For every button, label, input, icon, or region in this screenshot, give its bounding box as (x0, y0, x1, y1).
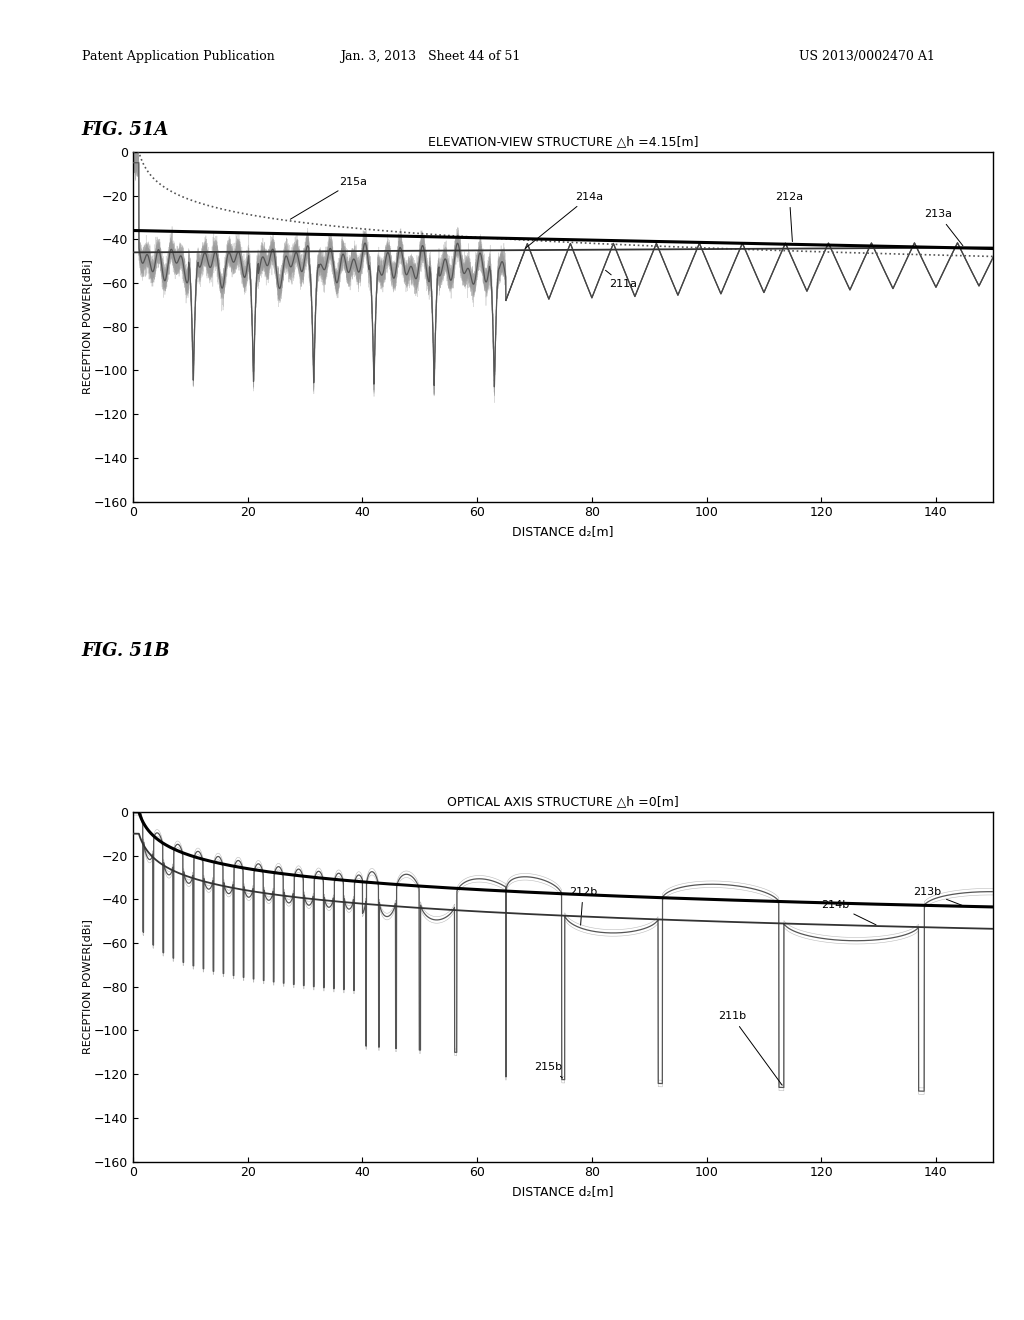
Text: FIG. 51A: FIG. 51A (82, 120, 169, 139)
Text: US 2013/0002470 A1: US 2013/0002470 A1 (799, 50, 935, 63)
Text: 214a: 214a (525, 191, 603, 248)
Text: 212a: 212a (775, 191, 804, 242)
Text: Patent Application Publication: Patent Application Publication (82, 50, 274, 63)
X-axis label: DISTANCE d₂[m]: DISTANCE d₂[m] (512, 525, 614, 539)
Text: 215b: 215b (535, 1061, 562, 1078)
Text: Jan. 3, 2013   Sheet 44 of 51: Jan. 3, 2013 Sheet 44 of 51 (340, 50, 520, 63)
Text: 212b: 212b (569, 887, 597, 925)
Text: 215a: 215a (291, 177, 368, 219)
Text: FIG. 51B: FIG. 51B (82, 642, 171, 660)
Text: 214b: 214b (821, 900, 877, 925)
Y-axis label: RECEPTION POWER[dBi]: RECEPTION POWER[dBi] (83, 259, 92, 395)
Text: 213b: 213b (913, 887, 962, 906)
Text: 211a: 211a (605, 271, 637, 289)
Text: 211b: 211b (718, 1011, 782, 1085)
Title: ELEVATION-VIEW STRUCTURE △h =4.15[m]: ELEVATION-VIEW STRUCTURE △h =4.15[m] (428, 135, 698, 148)
Text: 213a: 213a (925, 210, 963, 246)
Y-axis label: RECEPTION POWER[dBi]: RECEPTION POWER[dBi] (83, 919, 92, 1055)
X-axis label: DISTANCE d₂[m]: DISTANCE d₂[m] (512, 1185, 614, 1199)
Title: OPTICAL AXIS STRUCTURE △h =0[m]: OPTICAL AXIS STRUCTURE △h =0[m] (447, 795, 679, 808)
